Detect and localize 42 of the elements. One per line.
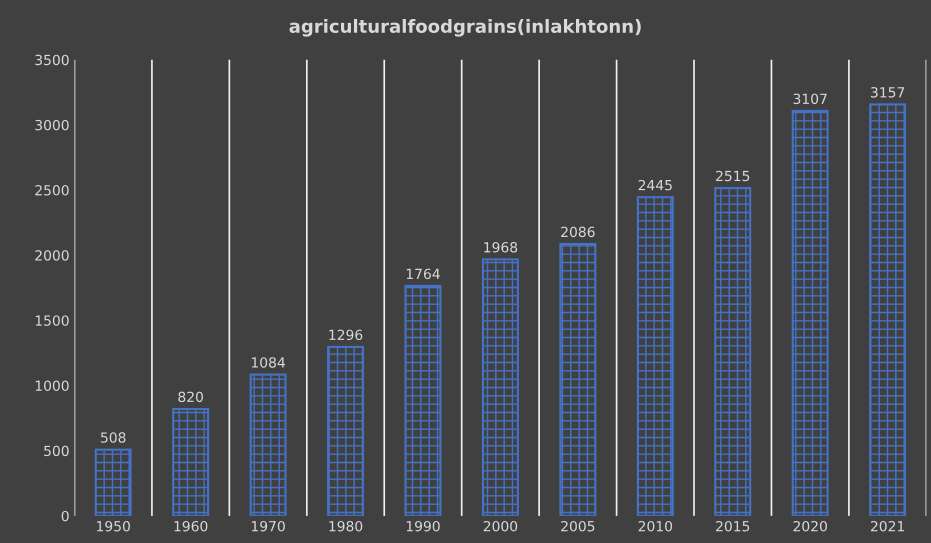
y-tick-label: 1500 [36,315,69,326]
x-tick-label: 2010 [638,520,672,532]
x-tick-label: 2020 [794,520,827,532]
x-tick-label: 2005 [561,520,594,532]
bar [327,346,364,516]
data-label: 1968 [484,242,518,253]
chart-title: agriculturalfoodgrains(inlakhtonn) [289,19,641,37]
y-tick-label: 2000 [35,250,69,261]
x-tick-label: 2015 [716,520,750,532]
data-label: 1296 [329,330,362,340]
data-label: 1764 [406,268,440,280]
data-label: 508 [101,432,126,443]
x-tick-label: 1990 [406,520,440,532]
bar [94,448,132,516]
bar [250,374,287,516]
data-label: 3157 [871,87,904,98]
y-tick-label: 0 [62,510,69,522]
data-label: 1084 [252,357,285,368]
y-tick-label: 2500 [35,185,69,196]
data-label: 2445 [638,180,672,190]
data-label: 2086 [561,226,595,238]
x-tick-label: 1970 [252,520,285,532]
x-tick-label: 1980 [329,520,362,532]
bar [404,284,442,516]
x-tick-label: 2021 [870,520,904,532]
bar [636,196,674,516]
bar [559,242,596,516]
x-tick-label: 2000 [484,520,518,532]
x-tick-label: 1960 [174,520,208,532]
bar [869,103,906,516]
bar [482,258,519,516]
y-tick-label: 3500 [35,54,69,66]
data-label: 3107 [794,94,827,104]
y-tick-label: 3000 [35,120,69,130]
bar [714,187,752,516]
data-label: 2515 [716,170,750,182]
x-tick-label: 1950 [97,520,130,532]
bar [172,408,210,516]
data-label: 820 [178,392,203,402]
bar [792,110,829,516]
y-tick-label: 500 [44,446,69,456]
y-tick-label: 1000 [36,380,69,392]
